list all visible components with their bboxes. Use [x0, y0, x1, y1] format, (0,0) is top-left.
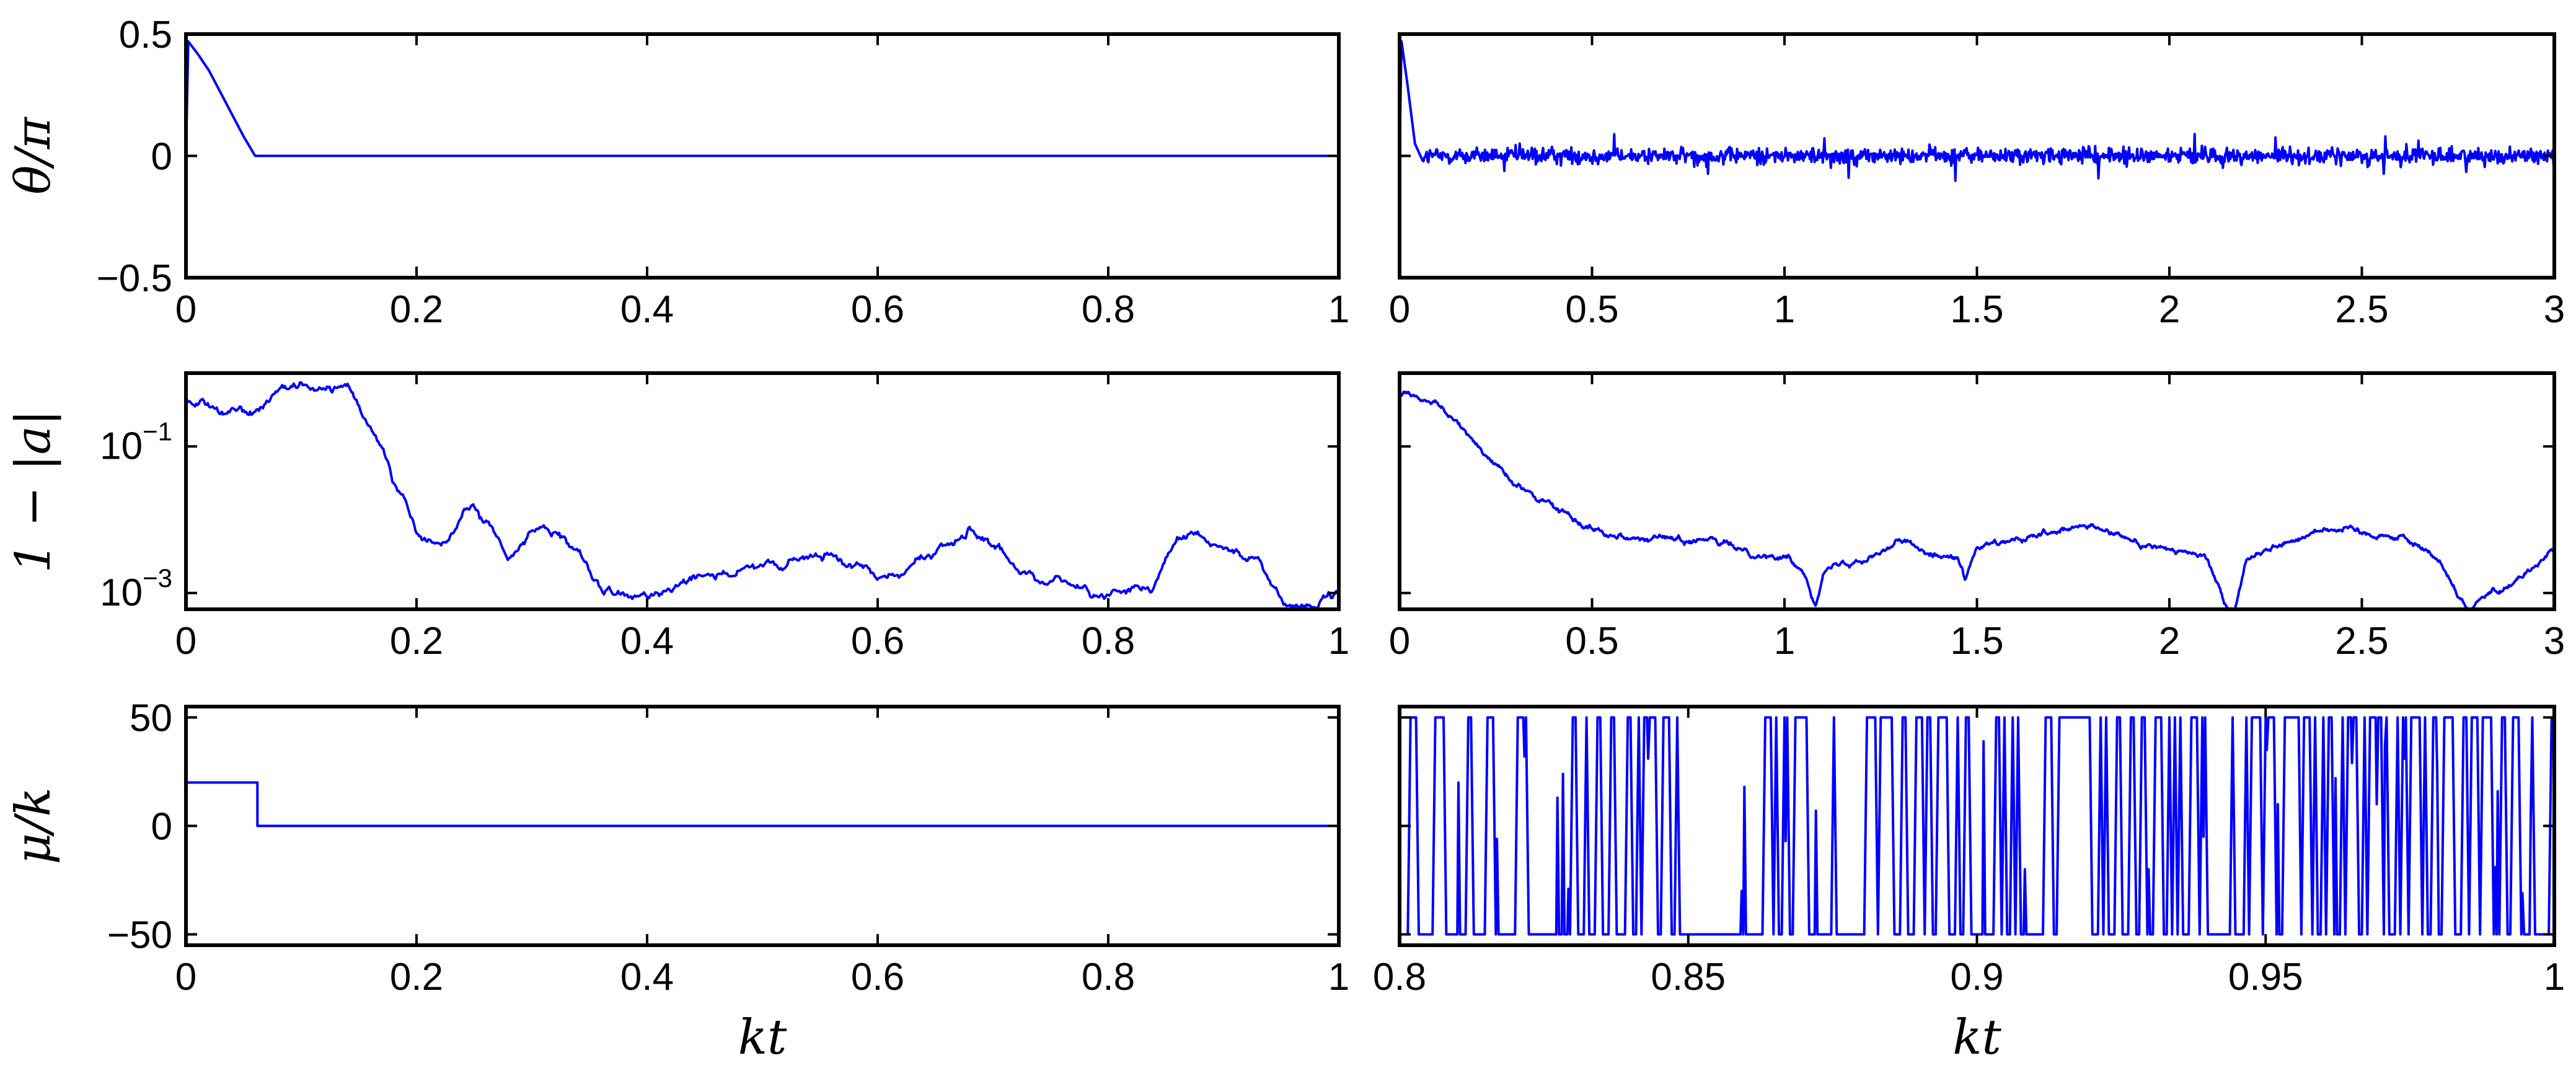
- x-tick-label: 0.2: [390, 956, 443, 999]
- x-tick-label: 1.5: [1950, 288, 2003, 331]
- series-line-top-left: [185, 40, 1339, 157]
- y-tick-label: 0: [151, 136, 172, 179]
- x-tick-label: 2: [2159, 288, 2180, 331]
- x-tick-label: 0.6: [851, 620, 904, 663]
- x-tick-label: 1: [1774, 620, 1795, 663]
- plot-frame: [1398, 371, 2556, 611]
- y-tick-label: −0.5: [97, 257, 172, 300]
- x-tick-label: 2.5: [2335, 288, 2388, 331]
- y-axis-label: θ/π: [6, 117, 61, 195]
- x-tick-label: 1: [2544, 956, 2565, 999]
- x-tick-label: 0.85: [1651, 956, 1726, 999]
- x-tick-label: 3: [2544, 288, 2565, 331]
- x-tick-label: 0.4: [620, 956, 674, 999]
- x-tick-label: 3: [2544, 620, 2565, 663]
- x-tick-label: 1: [1774, 288, 1795, 331]
- y-tick-label: 0: [151, 806, 172, 849]
- plot-frame: [184, 371, 1341, 611]
- y-tick-label: 0.5: [119, 14, 172, 56]
- x-tick-label: 0.5: [1565, 288, 1618, 331]
- x-tick-label: 0.4: [620, 620, 674, 663]
- x-tick-label: 0: [1389, 288, 1410, 331]
- x-tick-label: 0.8: [1082, 288, 1135, 331]
- x-tick-label: 1: [1328, 620, 1349, 663]
- x-tick-label: 1: [1328, 956, 1349, 999]
- x-axis-label: kt: [738, 1010, 787, 1065]
- x-tick-label: 0.6: [851, 956, 904, 999]
- panel-bottom-right: 0.8 0.85 0.9 0.95 1 kt: [1373, 705, 2565, 1065]
- x-tick-label: 0.2: [390, 288, 443, 331]
- y-tick-label: −50: [107, 914, 172, 957]
- series-line-top-right: [1398, 40, 2556, 182]
- x-tick-label: 0.8: [1082, 620, 1135, 663]
- panel-top-right: 0 0.5 1 1.5 2 2.5 3: [1389, 32, 2565, 331]
- x-tick-label: 0: [175, 288, 196, 331]
- x-tick-label: 1: [1328, 288, 1349, 331]
- x-tick-label: 0.5: [1565, 620, 1618, 663]
- y-tick-label: 50: [130, 697, 172, 740]
- x-tick-label: 2: [2159, 620, 2180, 663]
- panel-top-left: 0 0.2 0.4 0.6 0.8 10.50−0.5θ/π: [6, 14, 1349, 331]
- series-line-middle-right: [1398, 390, 2555, 611]
- x-tick-label: 1.5: [1950, 620, 2003, 663]
- panel-middle-left: 0 0.2 0.4 0.6 0.8 1 10−1 10−3 1 − |a|: [6, 371, 1349, 663]
- x-tick-label: 0.9: [1950, 956, 2003, 999]
- series-line-bottom-right: [1400, 716, 2554, 936]
- series-line-bottom-left: [186, 781, 1339, 827]
- y-axis-label: μ/k: [6, 787, 61, 864]
- x-axis-label: kt: [1952, 1010, 2001, 1065]
- x-tick-label: 0: [1389, 620, 1410, 663]
- x-tick-label: 2.5: [2335, 620, 2388, 663]
- x-tick-label: 0.8: [1373, 956, 1426, 999]
- x-tick-label: 0: [175, 620, 196, 663]
- x-tick-label: 0.2: [390, 620, 443, 663]
- series-line-middle-left: [185, 381, 1340, 610]
- x-tick-label: 0: [175, 956, 196, 999]
- x-tick-label: 0.4: [620, 288, 674, 331]
- x-tick-label: 0.95: [2228, 956, 2303, 999]
- panel-middle-right: 0 0.5 1 1.5 2 2.5 3: [1389, 371, 2565, 663]
- x-tick-label: 0.8: [1082, 956, 1135, 999]
- y-tick-label: 10−3: [100, 563, 172, 614]
- x-tick-label: 0.6: [851, 288, 904, 331]
- y-tick-label: 10−1: [100, 417, 172, 467]
- y-axis-label: 1 − |a|: [6, 410, 61, 573]
